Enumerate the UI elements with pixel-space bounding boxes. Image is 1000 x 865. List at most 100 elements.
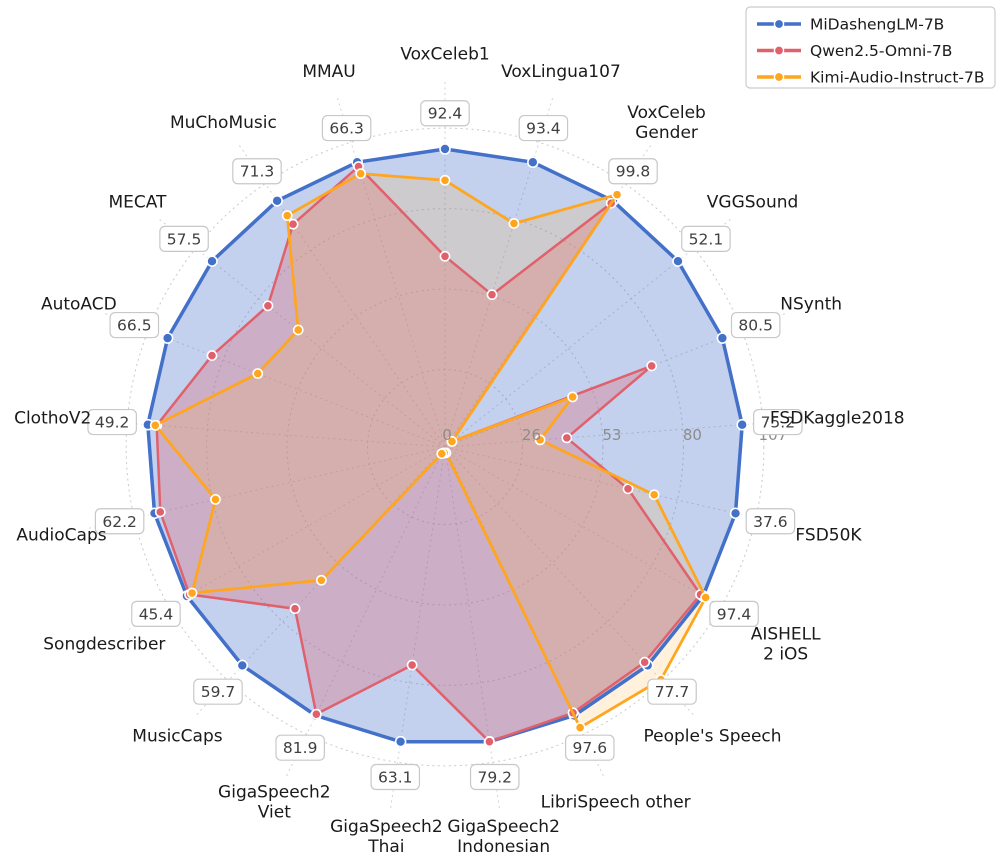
value-label-box — [745, 508, 796, 535]
series-marker — [315, 574, 327, 586]
series-marker — [486, 289, 498, 301]
grid-spoke — [77, 418, 446, 448]
series-marker — [210, 493, 221, 505]
category-labels: VoxCeleb1 VoxLingua107 VoxCeleb Gender VGGSo… — [14, 45, 904, 857]
value-label-text: 66.3 — [329, 120, 364, 138]
grid-spoke — [444, 446, 804, 530]
value-label-text: 99.8 — [616, 163, 651, 181]
series-marker — [406, 659, 418, 671]
value-label-text: 97.6 — [573, 739, 608, 757]
legend-marker — [773, 18, 785, 30]
series-marker — [527, 156, 539, 169]
series-marker — [700, 592, 712, 603]
series-marker — [206, 350, 218, 361]
series-marker — [648, 489, 660, 501]
series-marker — [439, 143, 451, 155]
value-label-box — [109, 311, 160, 339]
series-marker — [508, 218, 520, 229]
value-label-text: 97.4 — [717, 605, 752, 623]
series-marker — [672, 255, 684, 268]
series-fill-Kimi-Audio-Instruct-7B — [155, 173, 706, 728]
value-label: 57.5 — [159, 225, 209, 253]
grid-spoke — [444, 446, 606, 779]
value-label: 81.9 — [275, 734, 325, 761]
legend-marker — [773, 71, 785, 83]
series-marker — [484, 736, 495, 748]
value-label-text: 77.7 — [655, 683, 690, 701]
value-labels: 92.4 93.4 99.8 52.1 80.5 75.2 37.6 97.4 77.7 97.6… — [87, 100, 803, 791]
grid-spoke — [284, 446, 446, 779]
value-label: 79.2 — [469, 763, 520, 791]
series-marker — [289, 603, 301, 615]
grid-spoke — [126, 446, 446, 632]
value-label-box — [469, 763, 520, 791]
series-marker — [262, 300, 274, 312]
series-marker — [646, 360, 658, 372]
grid-ring — [286, 288, 604, 606]
value-label-box — [94, 508, 145, 535]
category-label: VGGSound — [707, 193, 799, 213]
series-marker — [310, 708, 322, 720]
value-label-text: 49.2 — [95, 414, 130, 432]
series-marker — [439, 250, 451, 262]
value-label-box — [753, 408, 803, 436]
series-marker — [446, 436, 458, 447]
series-marker — [611, 189, 623, 201]
legend-label: MiDashengLM-7B — [810, 16, 944, 34]
series-marker — [292, 324, 304, 336]
value-label-text: 80.5 — [738, 317, 773, 335]
value-label: 71.3 — [232, 158, 282, 185]
grid-ring — [206, 208, 684, 686]
series-marker — [436, 448, 448, 460]
grid-spoke — [444, 446, 764, 632]
category-label: VoxCeleb Gender — [627, 103, 706, 143]
series-marker — [574, 722, 586, 733]
series-marker — [394, 735, 407, 748]
category-label: MusicCaps — [132, 726, 222, 746]
value-label-text: 59.7 — [201, 683, 236, 701]
grid-spoke — [389, 446, 446, 811]
value-label: 75.2 — [753, 408, 803, 436]
radial-tick-label: 80 — [683, 426, 702, 444]
grid-spoke — [444, 95, 554, 448]
series-marker — [567, 391, 579, 403]
category-label: LibriSpeech other — [541, 792, 691, 812]
value-label-text: 81.9 — [283, 739, 318, 757]
value-label: 99.8 — [608, 158, 658, 185]
radial-tick-label: 26 — [522, 426, 541, 444]
category-label: GigaSpeech2 Viet — [218, 782, 331, 822]
category-label: FSD50K — [795, 526, 862, 546]
series-marker — [161, 332, 174, 344]
value-label-text: 75.2 — [761, 414, 796, 432]
legend: MiDashengLM-7B Qwen2.5-Omni-7B Kimi-Audio-… — [745, 6, 996, 89]
category-label: VoxLingua107 — [501, 62, 621, 82]
category-label: MECAT — [108, 193, 167, 213]
value-label-box — [518, 114, 569, 142]
series-marker — [154, 506, 166, 518]
value-label: 77.7 — [647, 678, 697, 705]
value-label: 62.2 — [94, 508, 145, 535]
value-label: 92.4 — [420, 100, 470, 127]
series-marker — [149, 419, 161, 431]
value-label-text: 52.1 — [689, 230, 724, 248]
legend-label: Kimi-Audio-Instruct-7B — [810, 69, 985, 87]
value-label-box — [159, 225, 209, 253]
value-label-text: 45.4 — [139, 605, 174, 623]
value-label-box — [420, 100, 470, 127]
category-label: FSDKaggle2018 — [770, 409, 905, 429]
series-marker — [281, 210, 293, 221]
series-marker — [534, 434, 546, 446]
legend-item-Qwen2.5-Omni-7B: Qwen2.5-Omni-7B — [757, 42, 952, 60]
value-label-text: 63.1 — [378, 769, 413, 787]
grid-spoke — [336, 95, 446, 448]
value-label: 97.6 — [565, 734, 615, 761]
value-label-text: 92.4 — [428, 105, 463, 123]
value-label-text: 62.2 — [102, 513, 137, 531]
value-label-text: 37.6 — [753, 513, 788, 531]
grid-spoke — [444, 217, 734, 448]
value-label: 49.2 — [87, 408, 137, 436]
grid-spoke — [102, 312, 446, 448]
category-label: ClothoV2 — [14, 409, 91, 429]
value-label: 52.1 — [681, 225, 731, 253]
